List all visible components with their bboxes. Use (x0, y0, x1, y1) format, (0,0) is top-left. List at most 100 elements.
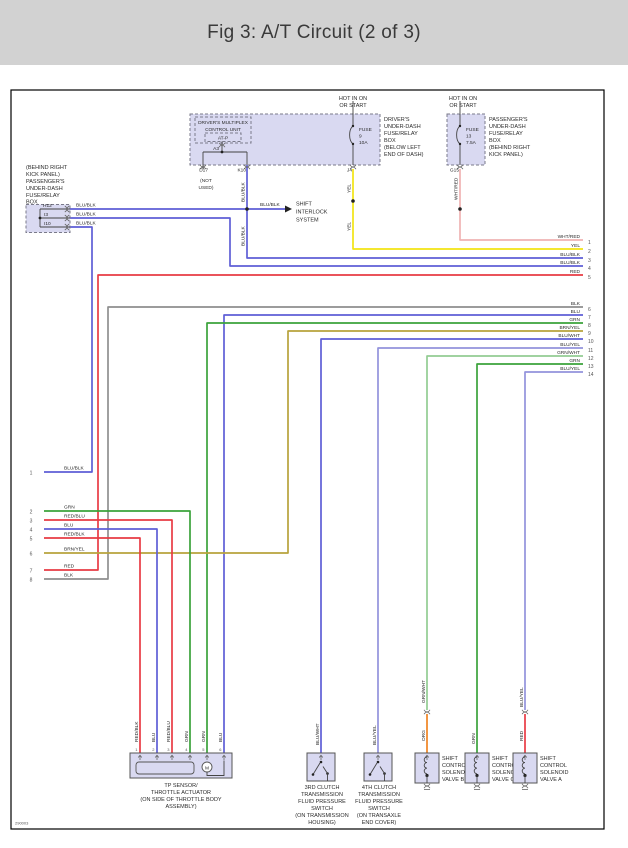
tp-motor-label: M (205, 765, 209, 771)
svg-text:ASSEMBLY): ASSEMBLY) (165, 804, 196, 810)
mpx-pin-a3: A3 (213, 146, 219, 152)
yel-wire-label-upper: YEL (347, 184, 353, 193)
pin-h12: H12 (43, 203, 52, 209)
svg-text:3: 3 (30, 519, 33, 525)
fuse-9: FUSE 9 10A (349, 113, 372, 165)
svg-text:3RD CLUTCH: 3RD CLUTCH (305, 785, 340, 791)
svg-text:7: 7 (30, 569, 33, 575)
fourth-clutch-caption: 4TH CLUTCH TRANSMISSION FLUID PRESSURE S… (355, 785, 403, 826)
fuse13-label-3: 7.5A (466, 140, 477, 146)
svg-text:8: 8 (588, 323, 591, 329)
svg-text:KICK PANEL): KICK PANEL) (26, 172, 60, 178)
mpx-inner-label: AT-P (218, 136, 228, 142)
shift-interlock-arrow (285, 205, 292, 213)
wire-grn-tp4 (44, 510, 191, 753)
right-edge-pins: WHT/RED 1 YEL 2 BLU/BLK 3 BLU/BLK 4 RED … (557, 234, 594, 378)
svg-text:14: 14 (588, 372, 594, 378)
passenger-box-left-label: (BEHIND RIGHT KICK PANEL) PASSENGER'S UN… (26, 165, 68, 206)
svg-text:DRIVER'S: DRIVER'S (384, 117, 410, 123)
left-edge-pins: 1 BLU/BLK 2 GRN 3 RED/BLU 4 BLU 5 RED/BL… (30, 466, 86, 584)
third-clutch-pressure-switch: BLU/WHT 3RD CLUTCH TRANSMISSION FLUID PR… (295, 723, 348, 826)
svg-text:FUSE/RELAY: FUSE/RELAY (489, 131, 523, 137)
shift-interlock-wire-label: BLU/BLK (260, 202, 281, 208)
svg-text:SHIFT: SHIFT (492, 756, 509, 762)
k10-wire-label-lower: BLU/BLK (241, 225, 247, 246)
svg-text:UNDER-DASH: UNDER-DASH (384, 124, 421, 130)
d17-not-used-1: (NOT (200, 178, 212, 184)
wire-grn-wht-valve-b (426, 355, 583, 710)
svg-text:4TH CLUTCH: 4TH CLUTCH (362, 785, 396, 791)
valve-b-wire-top-label: GRN/WHT (421, 680, 427, 703)
svg-text:BOX: BOX (384, 138, 396, 144)
hot-label-1b: OR START (339, 103, 367, 109)
svg-text:BLU/BLK: BLU/BLK (560, 260, 581, 266)
svg-text:11: 11 (588, 348, 593, 354)
svg-text:CONTROL: CONTROL (492, 763, 519, 769)
svg-text:5: 5 (202, 747, 205, 752)
svg-text:BRN/YEL: BRN/YEL (64, 547, 85, 553)
svg-text:FLUID PRESSURE: FLUID PRESSURE (298, 799, 346, 805)
svg-text:THROTTLE ACTUATOR: THROTTLE ACTUATOR (151, 790, 211, 796)
svg-text:GRN: GRN (64, 505, 75, 511)
wires (44, 165, 583, 753)
junction-dot-k10 (245, 207, 249, 211)
wire-blu-blk-i3 (70, 217, 583, 267)
hot-label-2: HOT IN ON (449, 96, 477, 102)
tp-wire-labels: RED/BLK BLU RED/BLU GRN GRN BLU (134, 721, 224, 742)
fuse13-label-2: 13 (466, 134, 472, 140)
shift-control-solenoid-valve-c: GRN SHIFT CONTROL SOLENOID VALVE C (464, 733, 520, 790)
yel-wire-label-lower: YEL (347, 222, 353, 231)
svg-text:BOX: BOX (26, 200, 38, 206)
splice-dot-yel (351, 199, 355, 203)
connector-d17: D17 (199, 168, 208, 174)
svg-text:5: 5 (588, 275, 591, 281)
svg-text:KICK PANEL): KICK PANEL) (489, 152, 523, 158)
svg-text:GRN: GRN (184, 731, 190, 742)
fuse9-label-2: 9 (359, 134, 362, 140)
svg-text:TRANSMISSION: TRANSMISSION (358, 792, 400, 798)
mpx-label-2: CONTROL UNIT (205, 127, 241, 133)
svg-text:PASSENGER'S: PASSENGER'S (26, 179, 65, 185)
svg-text:4: 4 (185, 747, 188, 752)
valve-c-caption: SHIFT CONTROL SOLENOID VALVE C (492, 756, 520, 783)
svg-text:BLK: BLK (64, 573, 74, 579)
svg-text:4: 4 (588, 266, 591, 272)
svg-text:6: 6 (219, 747, 222, 752)
wire-blu-wht-3rd (320, 338, 583, 753)
third-clutch-caption: 3RD CLUTCH TRANSMISSION FLUID PRESSURE S… (295, 785, 348, 826)
svg-text:FLUID PRESSURE: FLUID PRESSURE (355, 799, 403, 805)
svg-text:BLU/YEL: BLU/YEL (560, 342, 580, 348)
svg-text:8: 8 (30, 578, 33, 584)
shift-interlock-label-2: INTERLOCK (296, 210, 328, 216)
fourth-clutch-pressure-switch: BLU/YEL 4TH CLUTCH TRANSMISSION FLUID PR… (355, 725, 403, 826)
svg-text:(ON TRANSAXLE: (ON TRANSAXLE (357, 813, 402, 819)
valve-b-caption: SHIFT CONTROL SOLENOID VALVE B (442, 756, 470, 783)
valve-a-caption: SHIFT CONTROL SOLENOID VALVE A (540, 756, 568, 783)
wire-red-blu-tp3 (44, 519, 173, 753)
valve-b-wire-bottom-label: ORG (421, 730, 427, 741)
svg-text:BOX: BOX (489, 138, 501, 144)
drivers-multiplex-control-unit: DRIVER'S MULTIPLEX CONTROL UNIT AT-P A3 (194, 116, 252, 165)
wire-yel (352, 169, 583, 250)
wire-blu-yel-4th (377, 347, 583, 753)
wire-blu-tp6 (223, 314, 583, 753)
third-clutch-wire-label: BLU/WHT (315, 723, 321, 745)
figure-title: Fig 3: A/T Circuit (2 of 3) (207, 21, 421, 43)
svg-text:2: 2 (30, 510, 33, 516)
svg-text:BLU/YEL: BLU/YEL (560, 366, 580, 372)
svg-text:1: 1 (135, 747, 138, 752)
svg-text:13: 13 (588, 364, 594, 370)
svg-text:BLU: BLU (571, 309, 581, 315)
svg-text:RED: RED (570, 269, 581, 275)
svg-text:YEL: YEL (571, 243, 580, 249)
i10-wire-label: BLU/BLK (76, 221, 97, 227)
svg-text:TRANSMISSION: TRANSMISSION (301, 792, 343, 798)
svg-text:UNDER-DASH: UNDER-DASH (489, 124, 526, 130)
svg-text:END OF DASH): END OF DASH) (384, 152, 424, 158)
svg-text:VALVE A: VALVE A (540, 777, 562, 783)
svg-text:SOLENOID: SOLENOID (442, 770, 470, 776)
diagram-border (10, 89, 605, 830)
svg-text:GRN/WHT: GRN/WHT (557, 350, 580, 356)
svg-text:4: 4 (30, 528, 33, 534)
